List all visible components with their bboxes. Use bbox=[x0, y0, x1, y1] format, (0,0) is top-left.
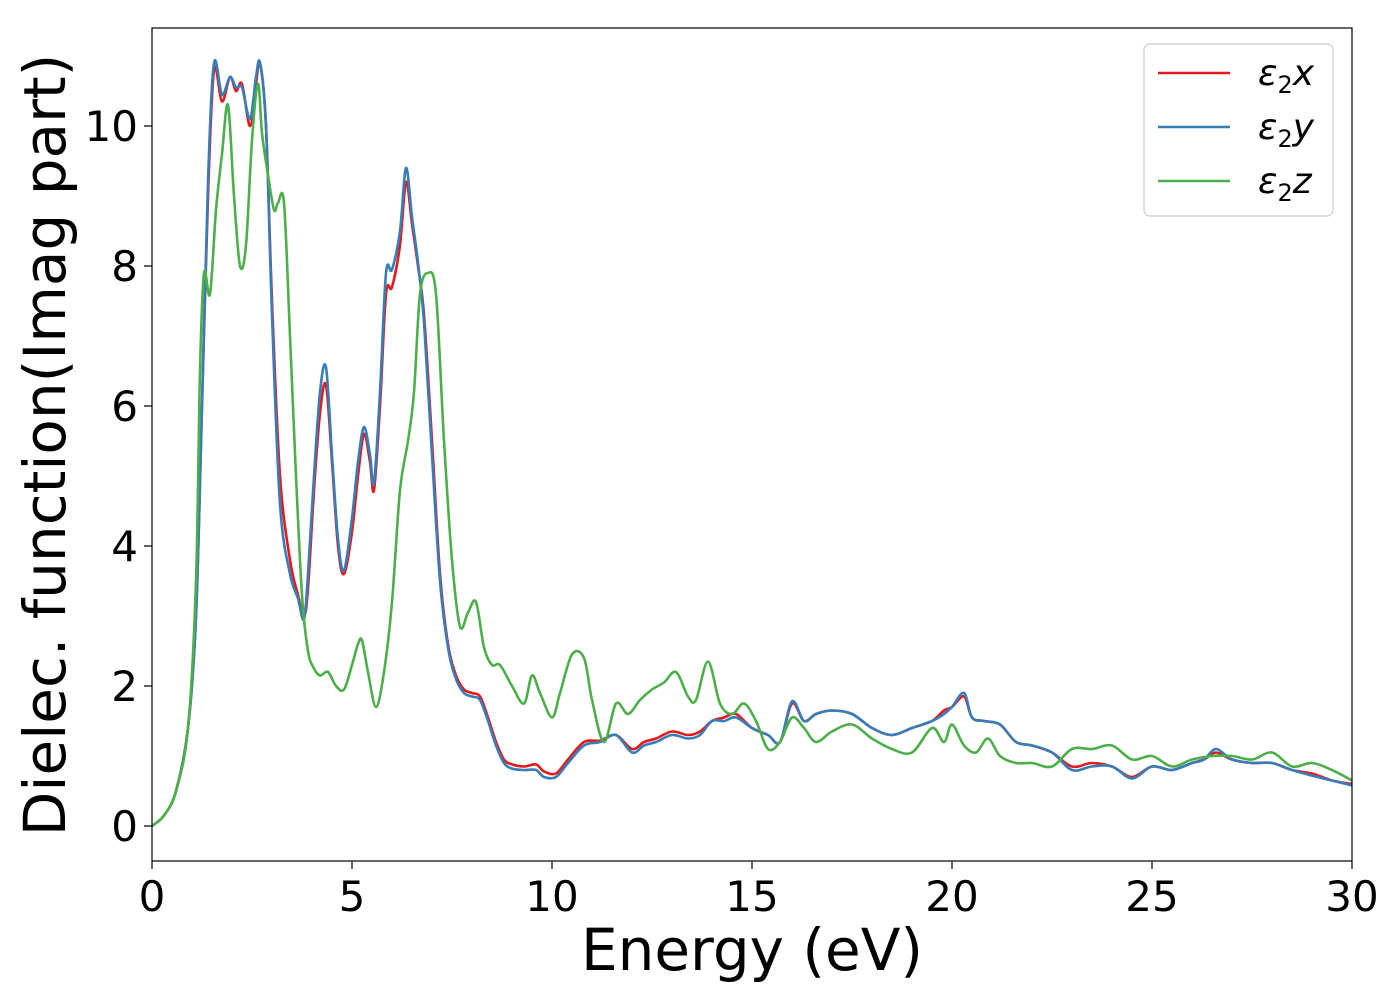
legend-axis-letter: x bbox=[1292, 53, 1315, 94]
x-tick-label: 15 bbox=[725, 872, 778, 921]
legend-subscript: 2 bbox=[1277, 179, 1292, 207]
y-tick-label: 0 bbox=[111, 802, 138, 851]
x-tick-label: 5 bbox=[339, 872, 366, 921]
legend-label-z: ε2z bbox=[1258, 161, 1313, 207]
x-tick-label: 20 bbox=[925, 872, 978, 921]
legend-box bbox=[1143, 43, 1334, 217]
legend-epsilon: ε bbox=[1258, 161, 1277, 202]
series-line-y bbox=[152, 58, 1352, 828]
legend-label-x: ε2x bbox=[1258, 53, 1315, 99]
y-tick-label: 2 bbox=[111, 662, 138, 711]
x-axis: 0 5 10 15 20 25 30 bbox=[139, 861, 1379, 921]
y-axis: 0 2 4 6 8 10 bbox=[85, 102, 152, 851]
legend-subscript: 2 bbox=[1277, 71, 1292, 99]
legend-axis-letter: y bbox=[1292, 107, 1315, 148]
y-axis-label: Dielec. function(Imag part) bbox=[11, 54, 79, 837]
y-tick-label: 10 bbox=[85, 102, 138, 151]
x-tick-label: 10 bbox=[525, 872, 578, 921]
legend-subscript: 2 bbox=[1277, 125, 1292, 153]
x-tick-label: 25 bbox=[1125, 872, 1178, 921]
y-tick-label: 4 bbox=[111, 522, 138, 571]
y-tick-label: 6 bbox=[111, 382, 138, 431]
legend-epsilon: ε bbox=[1258, 53, 1277, 94]
legend-epsilon: ε bbox=[1258, 107, 1277, 148]
legend-label-y: ε2y bbox=[1258, 107, 1315, 153]
x-axis-label: Energy (eV) bbox=[581, 916, 923, 984]
x-tick-label: 0 bbox=[139, 872, 166, 921]
x-tick-label: 30 bbox=[1325, 872, 1378, 921]
series-line-z bbox=[152, 82, 1352, 828]
series-layer bbox=[152, 58, 1352, 828]
y-tick-label: 8 bbox=[111, 242, 138, 291]
legend-axis-letter: z bbox=[1292, 161, 1313, 202]
